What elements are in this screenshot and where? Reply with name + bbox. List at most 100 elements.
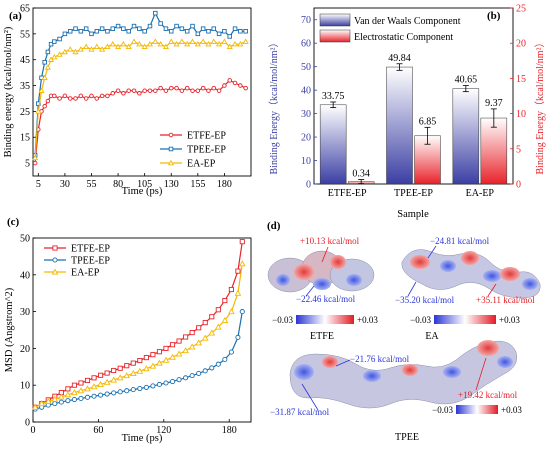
data-point-EA-EP <box>221 316 229 323</box>
y-tick-label: 40 <box>20 270 30 281</box>
data-point-TPEE-EP <box>137 385 143 392</box>
data-point-ETFE-EP <box>163 88 169 93</box>
y-tick-label-left: 40 <box>301 86 311 97</box>
panel-a-frame <box>32 7 252 177</box>
y-tick-label: 55 <box>20 29 30 40</box>
data-point-TPEE-EP <box>99 26 105 31</box>
data-point-EA-EP <box>51 395 59 402</box>
bar-value-label: 49.84 <box>388 53 411 64</box>
data-point-EA-EP <box>168 38 175 44</box>
data-point-EA-EP <box>90 383 98 390</box>
data-point-EA-EP <box>226 43 233 50</box>
x-tick-label: TPEE-EP <box>394 188 433 199</box>
data-point-TPEE-EP <box>104 391 110 397</box>
data-point-ETFE-EP <box>158 85 163 91</box>
data-point-TPEE-EP <box>45 49 51 55</box>
y-tick-label-right: 10 <box>516 109 526 120</box>
panel-b-bars: ETFE-EP 33.75 0.34 TPEE-EP 49.84 6.85 EA-EP 40.… <box>319 53 508 199</box>
x-tick-label: 60 <box>93 425 103 436</box>
data-point-TPEE-EP <box>105 29 110 34</box>
y-tick-label-left: 20 <box>301 133 311 144</box>
y-tick-label-right: 15 <box>516 74 526 85</box>
data-point-ETFE-EP <box>239 239 245 245</box>
data-point-TPEE-EP <box>184 29 190 34</box>
data-point-EA-EP <box>231 40 239 47</box>
tpee-top-arrow <box>335 359 351 367</box>
panel-a-label: (a) <box>9 10 22 22</box>
panel-b-xlabel: Sample <box>397 209 429 220</box>
x-tick-label: 0 <box>31 425 36 436</box>
tpee-label: TPEE <box>395 432 419 443</box>
data-point-EA-EP <box>31 403 39 410</box>
panel-d-electrostatic-potential-maps: (d) +10.13 kcal/mol −22.46 kcal/mol −0.0… <box>267 220 541 443</box>
ea-right-arrow <box>487 283 497 297</box>
data-point-TPEE-EP <box>168 29 174 34</box>
x-tick-label: 130 <box>164 179 179 190</box>
y-tick-label: 0 <box>25 418 30 429</box>
data-point-ETFE-EP <box>126 88 131 93</box>
data-point-TPEE-EP <box>235 334 241 340</box>
data-point-ETFE-EP <box>227 78 232 83</box>
data-point-TPEE-EP <box>142 29 147 34</box>
data-point-ETFE-EP <box>105 93 110 99</box>
y-tick-label: 25 <box>20 107 30 118</box>
data-point-ETFE-EP <box>117 365 123 371</box>
data-point-TPEE-EP <box>211 26 217 31</box>
legend-marker-EA-EP <box>51 268 59 275</box>
data-point-EA-EP <box>116 374 124 381</box>
data-point-ETFE-EP <box>65 386 71 392</box>
y-tick-label-right: 5 <box>516 144 521 155</box>
panel-c-msd-line-chart: (c) Time (ps) MSD (Angstrom^2) 0 60 120 180… <box>4 216 252 444</box>
data-point-ETFE-EP <box>147 88 153 93</box>
data-point-TPEE-EP <box>36 101 41 106</box>
data-point-TPEE-EP <box>98 392 104 398</box>
data-point-TPEE-EP <box>169 378 176 385</box>
legend-marker-ETFE-EP <box>52 245 58 251</box>
y-tick-label-left: 10 <box>301 156 311 167</box>
y-tick-label-left: 60 <box>301 39 311 50</box>
data-point-TPEE-EP <box>163 380 169 386</box>
data-point-EA-EP <box>205 40 212 47</box>
data-point-ETFE-EP <box>71 382 77 388</box>
data-point-EA-EP <box>194 40 201 47</box>
data-point-TPEE-EP <box>121 26 126 31</box>
data-point-ETFE-EP <box>67 96 73 101</box>
data-point-TPEE-EP <box>126 29 131 34</box>
ea-left-annotation: −35.20 kcal/mol <box>395 295 455 305</box>
legend-swatch-Van der Waals Component <box>319 13 351 27</box>
data-point-TPEE-EP <box>232 26 238 31</box>
data-point-ETFE-EP <box>130 360 136 366</box>
data-point-TPEE-EP <box>84 394 91 400</box>
data-point-ETFE-EP <box>189 330 195 336</box>
panel-a-series <box>32 10 249 166</box>
data-point-TPEE-EP <box>196 370 202 376</box>
data-point-TPEE-EP <box>57 36 62 42</box>
y-tick-label: 45 <box>20 55 30 66</box>
panel-c-frame <box>32 237 252 423</box>
panel-a-ylabel: Binding energy (kcal/mol/nm²) <box>3 26 14 157</box>
data-point-EA-EP <box>234 289 242 296</box>
data-point-ETFE-EP <box>73 96 78 101</box>
data-point-TPEE-EP <box>58 399 64 405</box>
data-point-EA-EP <box>188 343 196 350</box>
data-point-TPEE-EP <box>195 31 201 37</box>
x-tick-label: 155 <box>190 179 205 190</box>
data-point-ETFE-EP <box>45 98 51 104</box>
data-point-ETFE-EP <box>121 91 126 96</box>
data-point-TPEE-EP <box>202 368 208 374</box>
data-point-ETFE-EP <box>169 342 176 348</box>
data-point-EA-EP <box>221 38 228 44</box>
panel-d-label: (d) <box>267 220 281 232</box>
data-point-TPEE-EP <box>42 60 47 65</box>
data-point-TPEE-EP <box>179 26 185 31</box>
data-point-ETFE-EP <box>110 91 116 96</box>
data-point-ETFE-EP <box>111 367 117 374</box>
data-point-ETFE-EP <box>200 85 206 91</box>
etfe-positive-annotation: +10.13 kcal/mol <box>300 236 360 246</box>
data-point-ETFE-EP <box>216 88 222 93</box>
data-point-EA-EP <box>184 40 191 47</box>
data-point-EA-EP <box>182 347 189 354</box>
data-point-ETFE-EP <box>89 93 94 99</box>
data-point-ETFE-EP <box>174 85 179 91</box>
